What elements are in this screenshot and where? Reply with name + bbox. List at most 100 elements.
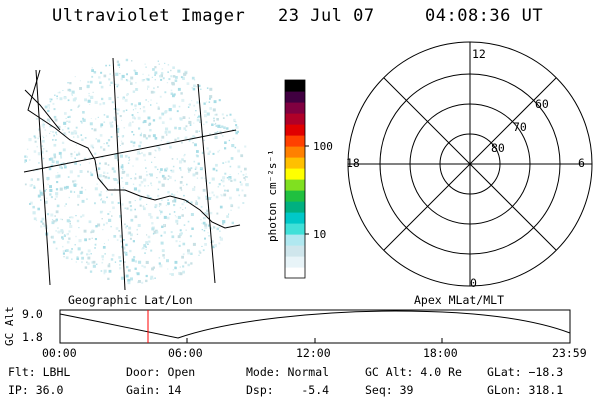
aurora-speckle-dot — [229, 174, 231, 175]
aurora-speckle-dot — [41, 124, 45, 127]
aurora-speckle-dot — [240, 154, 244, 158]
aurora-speckle-dot — [170, 231, 173, 234]
aurora-speckle-dot — [60, 156, 63, 159]
aurora-speckle-dot — [71, 94, 73, 96]
aurora-speckle-dot — [202, 249, 205, 252]
aurora-speckle-dot — [182, 77, 185, 80]
aurora-speckle-dot — [97, 167, 101, 170]
aurora-speckle-dot — [173, 211, 176, 213]
aurora-speckle-dot — [84, 238, 87, 242]
status-glat: GLat: −18.3 — [487, 365, 564, 379]
aurora-speckle-dot — [134, 267, 137, 270]
aurora-speckle-dot — [103, 269, 107, 273]
aurora-speckle-dot — [110, 225, 112, 228]
aurora-speckle-dot — [156, 145, 160, 149]
aurora-speckle-dot — [193, 186, 196, 188]
aurora-speckle-dot — [48, 158, 52, 161]
aurora-speckle-dot — [131, 60, 133, 62]
aurora-speckle-dot — [169, 117, 172, 121]
aurora-speckle-dot — [112, 121, 114, 123]
aurora-speckle-dot — [219, 236, 222, 239]
aurora-speckle-dot — [133, 256, 136, 259]
aurora-speckle-dot — [33, 186, 36, 189]
aurora-speckle-dot — [75, 215, 77, 217]
aurora-speckle-dot — [129, 80, 132, 83]
aurora-speckle-dot — [161, 183, 165, 187]
mlt-label-18: 18 — [346, 156, 360, 170]
aurora-speckle-dot — [235, 131, 238, 135]
aurora-speckle-dot — [172, 66, 175, 69]
aurora-speckle-dot — [172, 75, 176, 78]
aurora-speckle-dot — [160, 213, 162, 215]
status-door: Door: Open — [126, 365, 196, 379]
aurora-speckle-dot — [195, 85, 197, 88]
aurora-speckle-dot — [38, 135, 41, 138]
aurora-speckle-dot — [119, 259, 122, 263]
aurora-speckle-dot — [170, 89, 173, 92]
aurora-speckle-dot — [178, 127, 182, 130]
aurora-speckle-dot — [128, 226, 132, 230]
aurora-speckle-dot — [183, 76, 185, 78]
aurora-speckle-dot — [216, 212, 219, 215]
aurora-speckle-dot — [183, 127, 186, 130]
aurora-speckle-dot — [121, 171, 125, 174]
aurora-speckle-dot — [240, 183, 243, 186]
aurora-speckle-dot — [65, 117, 67, 119]
aurora-speckle-dot — [53, 160, 56, 162]
aurora-speckle-dot — [180, 92, 183, 95]
aurora-speckle-dot — [121, 119, 123, 121]
aurora-speckle-dot — [129, 208, 133, 212]
aurora-speckle-dot — [189, 235, 192, 238]
aurora-speckle-dot — [107, 239, 109, 241]
aurora-speckle-dot — [181, 203, 184, 206]
aurora-speckle-dot — [45, 135, 47, 137]
aurora-speckle-dot — [28, 159, 31, 161]
aurora-speckle-dot — [213, 120, 215, 122]
aurora-speckle-dot — [134, 200, 136, 202]
aurora-speckle-dot — [47, 179, 49, 181]
aurora-speckle-dot — [95, 243, 97, 245]
aurora-speckle-dot — [239, 181, 242, 183]
aurora-speckle-dot — [47, 104, 51, 107]
aurora-speckle-dot — [215, 195, 219, 199]
aurora-speckle-dot — [147, 243, 149, 245]
aurora-speckle-dot — [87, 249, 91, 253]
aurora-speckle-dot — [153, 91, 156, 94]
aurora-speckle-dot — [138, 127, 141, 130]
aurora-speckle-dot — [170, 169, 172, 172]
aurora-speckle-dot — [131, 131, 134, 133]
aurora-speckle-dot — [86, 84, 90, 88]
aurora-speckle-dot — [180, 169, 182, 171]
aurora-speckle-dot — [214, 114, 216, 116]
aurora-speckle-dot — [78, 227, 80, 229]
aurora-speckle-dot — [182, 270, 185, 274]
altitude-ytick-9: 9.0 — [22, 307, 43, 321]
aurora-speckle-dot — [188, 120, 192, 124]
aurora-speckle-dot — [184, 261, 187, 264]
aurora-speckle-dot — [45, 189, 47, 191]
aurora-speckle-dot — [145, 137, 148, 140]
aurora-speckle-dot — [163, 215, 167, 219]
aurora-speckle-dot — [137, 224, 141, 227]
aurora-speckle-dot — [177, 235, 181, 239]
aurora-speckle-dot — [131, 258, 135, 262]
aurora-speckle-dot — [182, 253, 185, 256]
aurora-speckle-dot — [106, 196, 108, 199]
aurora-speckle-dot — [141, 281, 144, 284]
aurora-speckle-dot — [139, 141, 142, 144]
aurora-speckle-dot — [54, 139, 57, 141]
aurora-speckle-dot — [214, 123, 216, 125]
aurora-speckle-dot — [111, 215, 113, 217]
altitude-ytick-1-8: 1.8 — [22, 330, 43, 344]
aurora-speckle-dot — [194, 143, 197, 147]
aurora-speckle-dot — [160, 139, 163, 142]
aurora-speckle-dot — [182, 116, 186, 119]
aurora-speckle-dot — [78, 104, 81, 107]
aurora-speckle-dot — [53, 115, 57, 119]
aurora-speckle-dot — [176, 223, 179, 225]
aurora-speckle-dot — [226, 215, 229, 218]
aurora-speckle-dot — [55, 218, 58, 221]
aurora-speckle-dot — [70, 190, 73, 193]
aurora-speckle-dot — [181, 255, 184, 259]
aurora-speckle-dot — [168, 130, 171, 134]
